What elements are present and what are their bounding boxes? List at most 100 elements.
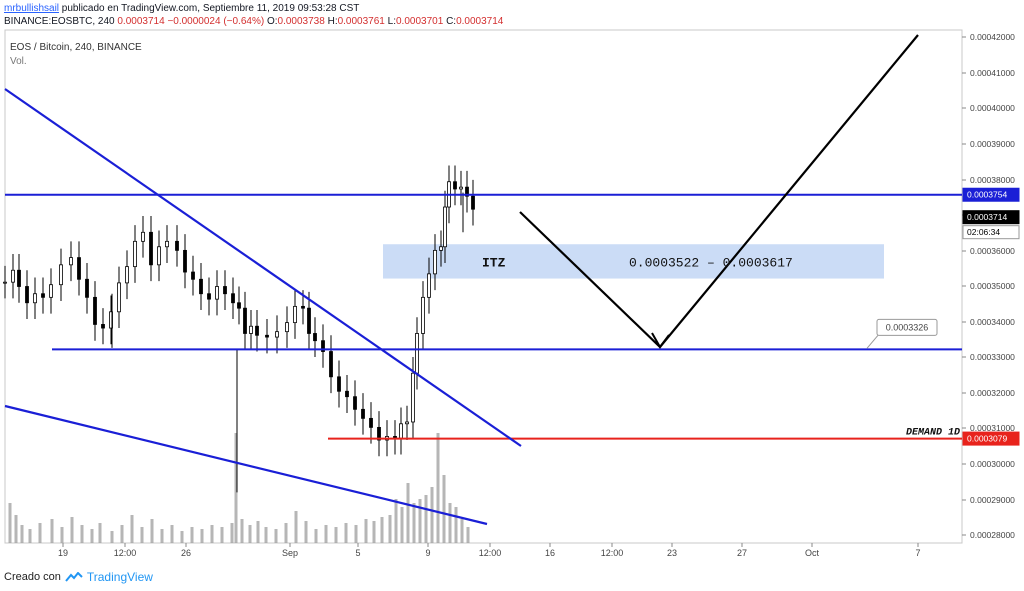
candle-body [157,246,161,266]
y-tick-label: 0.00031000 [970,423,1015,433]
candle-body [125,266,129,284]
candle-body [25,286,29,304]
x-tick-label: 23 [667,548,677,558]
volume-bar [200,529,204,543]
candle-body [237,302,241,309]
candle-body [439,246,443,251]
candle-body [433,249,437,275]
volume-bar [50,519,54,543]
change-value: −0.0000024 (−0.64%) [167,16,265,27]
tradingview-brand[interactable]: TradingView [86,570,153,584]
volume-bar [170,525,174,543]
volume-label: Vol. [10,56,27,67]
candle-body [93,296,97,325]
volume-bar [380,517,384,543]
x-tick-label: 19 [58,548,68,558]
zone-range-label: 0.0003522 – 0.0003617 [629,255,793,270]
ohlc-line: BINANCE:EOSBTC, 240 0.0003714 −0.0000024… [4,16,503,27]
candle-body [243,307,247,334]
low-value: 0.0003701 [396,16,444,27]
candle-body [377,426,381,441]
volume-bar [354,525,358,543]
candle-body [215,286,219,300]
candle-body [101,324,105,329]
candle-body [207,293,211,300]
candle-body [421,296,425,334]
candle-body [223,286,227,295]
volume-bar [120,525,124,543]
high-value: 0.0003761 [337,16,385,27]
volume-bar [8,503,12,543]
price-tag [962,187,1020,202]
volume-bar [460,519,464,543]
candle-body [415,333,419,374]
volume-bar [70,517,74,543]
candle-body [3,281,7,284]
callout-label: 0.0003326 [886,322,929,332]
volume-bar [430,487,434,543]
x-tick-label: 7 [915,548,920,558]
itz-zone[interactable] [383,244,884,279]
wedge-upper-trendline[interactable] [4,88,522,447]
callout-pointer [866,335,879,349]
price-tag-label: 02:06:34 [967,227,1000,237]
y-tick-label: 0.00034000 [970,317,1015,327]
candle-body [459,186,463,190]
price-tag [962,210,1020,225]
candle-body [453,181,457,190]
volume-bar [14,515,18,543]
candle-body [307,307,311,334]
volume-bar [412,503,416,543]
candle-body [293,305,297,324]
x-tick-label: 9 [425,548,430,558]
low-label: L: [387,16,396,27]
open-value: 0.0003738 [277,16,325,27]
x-tick-label: 12:00 [114,548,137,558]
volume-bar [130,515,134,543]
y-tick-label: 0.00032000 [970,388,1015,398]
volume-bar [28,529,32,543]
tradingview-logo-icon [65,572,83,582]
volume-bar [448,503,452,543]
candle-body [33,293,37,304]
candle-body [17,269,21,287]
candle-body [265,334,269,338]
candle-body [69,257,73,266]
callout-box[interactable] [876,318,938,336]
candle-body [405,421,409,425]
candle-body [175,240,179,251]
volume-bar [60,527,64,543]
volume-bar [160,529,164,543]
candle-body [255,325,259,336]
volume-bar [90,529,94,543]
volume-bar [274,529,278,543]
volume-bar [140,527,144,543]
x-tick-label: 27 [737,548,747,558]
candle-body [149,231,153,266]
candle-body [465,186,469,197]
y-tick-label: 0.00029000 [970,495,1015,505]
candle-body [399,423,403,439]
y-tick-label: 0.00040000 [970,103,1015,113]
volume-bar [406,483,410,543]
volume-bar [240,519,244,543]
price-series [3,165,475,493]
y-tick-label: 0.00035000 [970,281,1015,291]
last-price: 0.0003714 [117,16,165,27]
x-tick-label: Oct [805,548,820,558]
volume-bar [436,433,440,543]
volume-bar [264,527,268,543]
candle-body [411,372,415,423]
volume-bar [424,495,428,543]
close-label: C: [446,16,457,27]
volume-bar [80,525,84,543]
wedge-lower-trendline[interactable] [4,404,488,526]
candle-body [275,331,279,338]
author-link[interactable]: mrbullishsail [4,3,60,14]
symbol-interval: BINANCE:EOSBTC, 240 [4,16,115,27]
candle-body [231,293,235,304]
volume-bar [364,519,368,543]
candle-body [141,231,145,242]
volume-bar [256,521,260,543]
